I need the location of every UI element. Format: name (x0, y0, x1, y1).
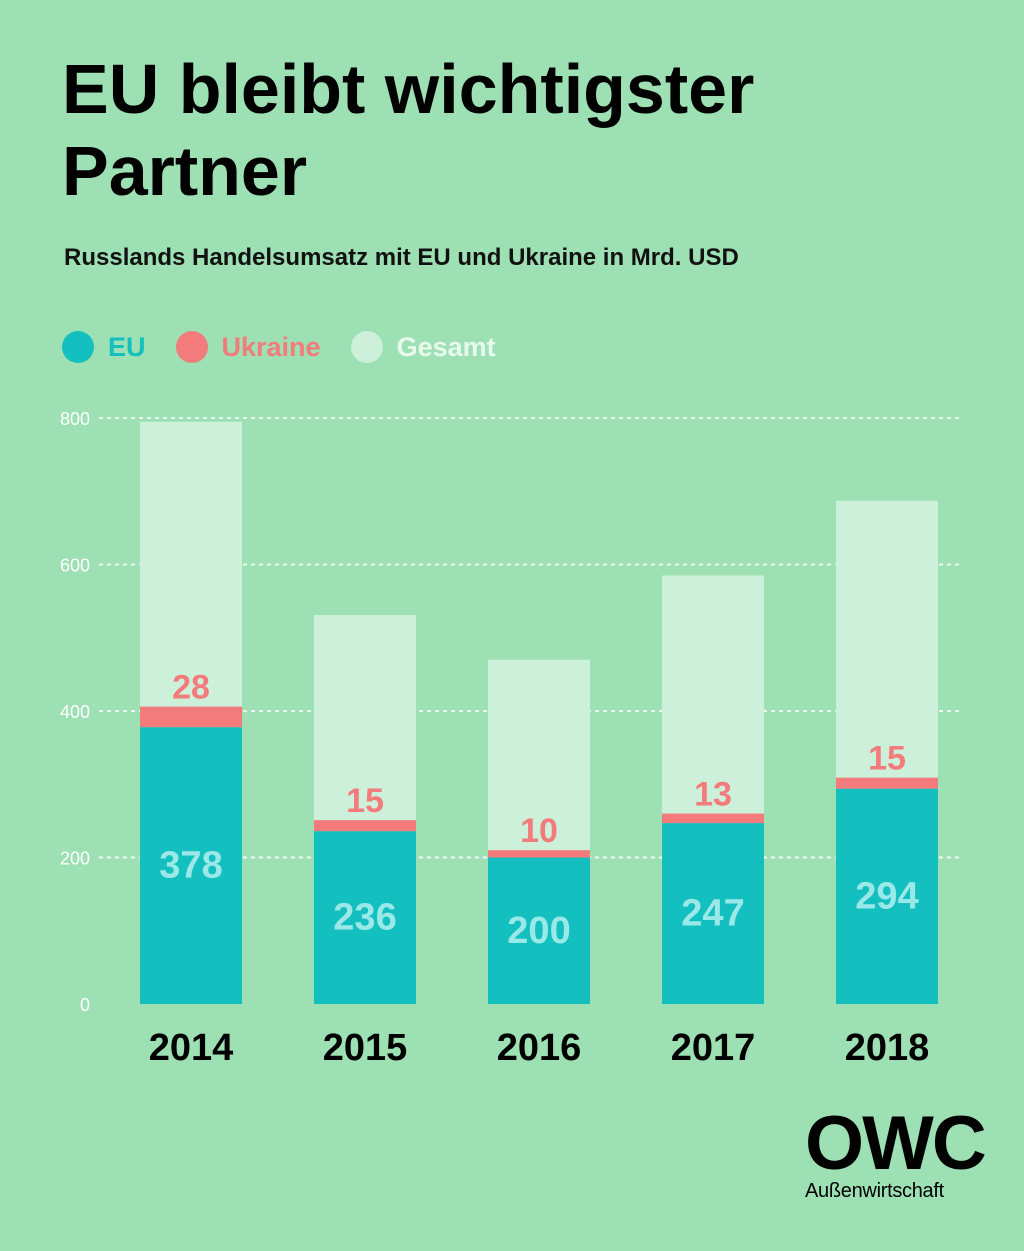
bar-eu (140, 727, 242, 1004)
legend-swatch-gesamt (350, 331, 383, 363)
legend-item-ukraine: Ukraine (175, 331, 321, 363)
data-label-eu: 247 (681, 893, 744, 935)
x-tick-label: 2015 (323, 1027, 408, 1069)
chart-title: EU bleibt wichtigster Partner (62, 50, 755, 210)
logo-subtitle: Außenwirtschaft (805, 1180, 944, 1202)
x-tick-label: 2018 (845, 1027, 930, 1069)
legend-label-eu: EU (108, 331, 146, 362)
bar-ukraine (314, 820, 416, 832)
data-label-ukraine: 15 (868, 740, 906, 778)
legend-item-gesamt: Gesamt (350, 331, 496, 363)
bar-ukraine (488, 850, 590, 858)
y-tick-label: 600 (60, 556, 90, 576)
data-label-eu: 200 (507, 910, 570, 952)
legend-swatch-ukraine (175, 331, 208, 363)
data-label-eu: 378 (159, 845, 222, 887)
data-label-ukraine: 15 (346, 782, 384, 820)
legend-swatch-eu (62, 331, 94, 363)
bar-eu (836, 788, 938, 1004)
data-label-ukraine: 13 (694, 776, 732, 814)
legend-item-eu: EU (62, 331, 146, 363)
y-tick-label: 800 (60, 409, 90, 429)
bar-ukraine (662, 813, 764, 824)
y-tick-label: 200 (60, 849, 90, 869)
legend: EU Ukraine Gesamt (62, 329, 526, 365)
bar-eu (662, 823, 764, 1004)
bar-ukraine (836, 777, 938, 789)
data-label-eu: 294 (855, 875, 918, 917)
logo-mark: OWC (805, 1101, 987, 1186)
x-tick-label: 2017 (671, 1027, 756, 1069)
x-tick-label: 2014 (149, 1027, 234, 1069)
bar-eu (314, 831, 416, 1004)
data-label-ukraine: 28 (172, 669, 210, 707)
legend-label-ukraine: Ukraine (221, 331, 321, 362)
data-label-eu: 236 (333, 897, 396, 939)
y-tick-label: 0 (80, 995, 90, 1015)
bar-eu (488, 857, 590, 1004)
chart-subtitle: Russlands Handelsumsatz mit EU und Ukrai… (64, 244, 739, 271)
data-label-ukraine: 10 (520, 812, 558, 850)
x-tick-label: 2016 (497, 1027, 582, 1069)
bar-ukraine (140, 706, 242, 728)
owc-logo: OWC Außenwirtschaft (805, 1101, 987, 1203)
y-tick-label: 400 (60, 702, 90, 722)
legend-label-gesamt: Gesamt (396, 331, 496, 362)
